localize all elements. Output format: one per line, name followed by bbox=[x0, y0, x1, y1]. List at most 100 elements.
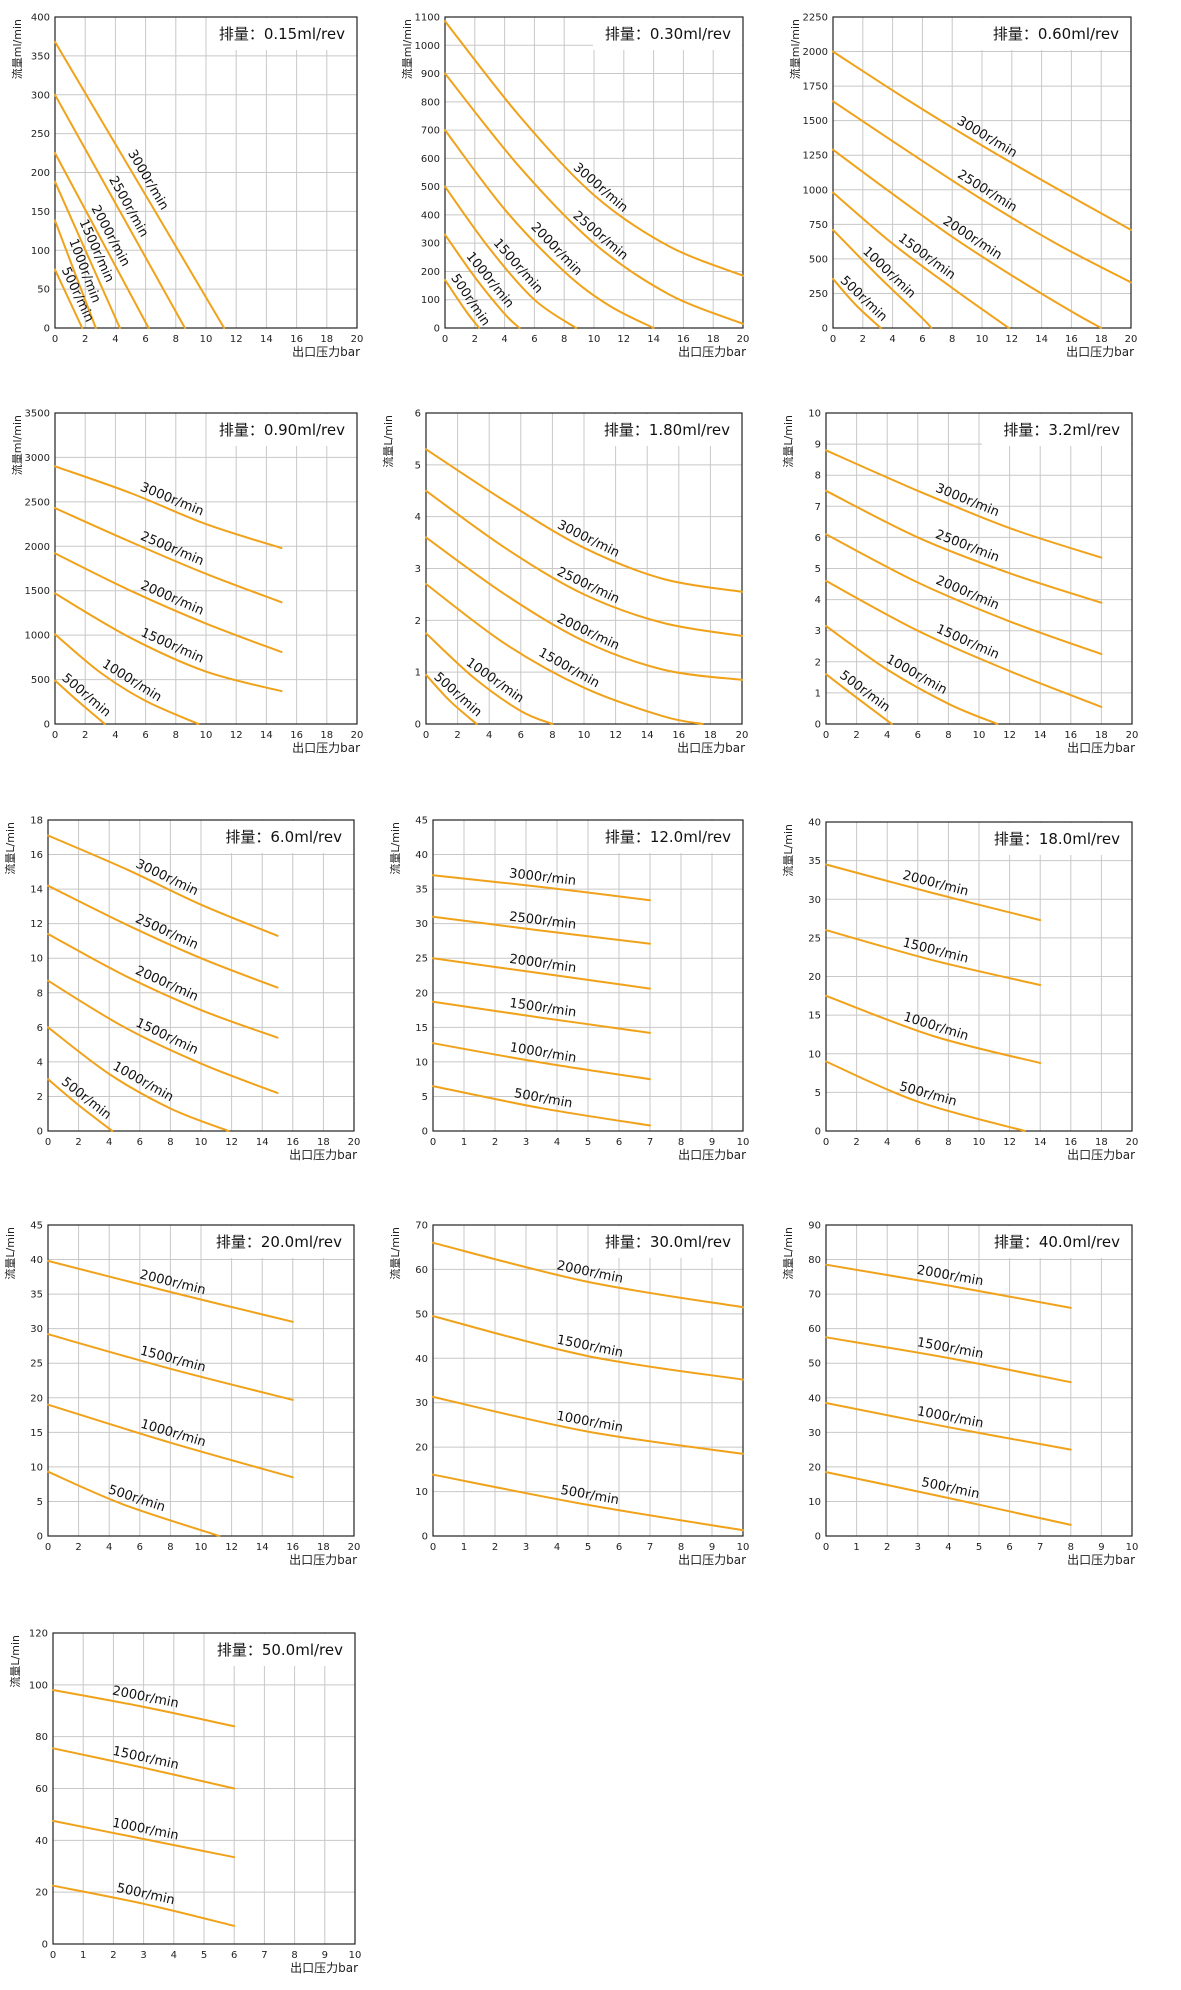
x-tick-label: 3 bbox=[523, 1137, 529, 1148]
x-axis-label: 出口压力bar bbox=[289, 1553, 357, 1567]
y-tick-label: 500 bbox=[809, 254, 828, 265]
x-tick-label: 2 bbox=[82, 334, 88, 345]
series-label: 1500r/min bbox=[901, 935, 970, 966]
x-tick-label: 2 bbox=[110, 1950, 116, 1961]
x-tick-label: 18 bbox=[704, 730, 717, 741]
x-tick-label: 6 bbox=[142, 334, 148, 345]
y-tick-label: 30 bbox=[808, 895, 821, 906]
series-line bbox=[832, 228, 933, 329]
x-tick-label: 3 bbox=[915, 1542, 921, 1553]
y-tick-label: 200 bbox=[31, 168, 50, 179]
y-tick-label: 2000 bbox=[803, 47, 828, 58]
chart-10: 0 2 4 6 8 10 12 14 16 18 20 0 5 10 15 20 25 30 35 40 45 出口压力b… bbox=[3, 1221, 360, 1568]
x-tick-label: 16 bbox=[677, 334, 690, 345]
chart-title: 排量：18.0ml/rev bbox=[994, 830, 1120, 848]
series-line bbox=[432, 1315, 744, 1381]
x-tick-label: 8 bbox=[173, 730, 179, 741]
series-line bbox=[47, 834, 279, 937]
y-tick-label: 40 bbox=[30, 1255, 43, 1266]
series-line bbox=[52, 1747, 236, 1790]
y-axis-label: 流量L/min bbox=[781, 1227, 795, 1280]
series-label: 2000r/min bbox=[508, 952, 577, 976]
series-line bbox=[54, 592, 283, 693]
y-tick-label: 1750 bbox=[803, 82, 828, 93]
x-tick-label: 4 bbox=[884, 730, 890, 741]
y-tick-label: 35 bbox=[415, 885, 428, 896]
y-tick-label: 60 bbox=[415, 1265, 428, 1276]
series-line bbox=[444, 129, 655, 329]
x-tick-label: 10 bbox=[973, 1137, 986, 1148]
x-tick-label: 0 bbox=[423, 730, 429, 741]
x-tick-label: 0 bbox=[50, 1950, 56, 1961]
x-tick-label: 16 bbox=[1064, 730, 1077, 741]
series-line bbox=[425, 448, 743, 593]
series-line bbox=[825, 673, 893, 725]
x-tick-label: 14 bbox=[256, 1542, 269, 1553]
y-tick-label: 30 bbox=[415, 919, 428, 930]
chart-8: 0 1 2 3 4 5 6 7 8 9 10051015202530354045出口压力bar流量L… bbox=[388, 816, 749, 1163]
y-tick-label: 150 bbox=[31, 207, 50, 218]
x-tick-label: 4 bbox=[554, 1542, 560, 1553]
x-tick-label: 6 bbox=[137, 1542, 143, 1553]
x-tick-label: 18 bbox=[320, 334, 333, 345]
series-line bbox=[47, 933, 279, 1039]
series-line bbox=[825, 533, 1103, 655]
x-tick-label: 8 bbox=[949, 334, 955, 345]
y-tick-label: 0 bbox=[42, 1940, 48, 1951]
title-backdrop bbox=[981, 18, 1130, 50]
x-tick-label: 1 bbox=[80, 1950, 86, 1961]
chart-4: 0 2 4 6 8 10 12 14 16 18 20 0 500 1000 1500 2000 2500 300… bbox=[10, 409, 363, 756]
y-tick-label: 0 bbox=[422, 1532, 428, 1543]
title-backdrop bbox=[982, 823, 1131, 855]
x-tick-label: 9 bbox=[709, 1137, 715, 1148]
y-axis-label: 流量ml/min bbox=[400, 19, 414, 79]
series-line bbox=[432, 1473, 744, 1532]
x-tick-label: 10 bbox=[973, 730, 986, 741]
x-tick-label: 10 bbox=[349, 1950, 362, 1961]
y-tick-label: 80 bbox=[808, 1255, 821, 1266]
x-tick-label: 10 bbox=[737, 1137, 750, 1148]
series-line bbox=[54, 219, 97, 329]
chart-13: 0 1 2 3 4 5 6 7 8 9 10020406080100120出口压力bar流量L/mi… bbox=[8, 1629, 361, 1976]
series-line bbox=[832, 100, 1132, 284]
chart-3: 0 2 4 6 8 10 12 14 16 18 20 0 250 500 750 1000 1250 1500 1… bbox=[788, 13, 1137, 360]
x-tick-label: 18 bbox=[317, 1542, 330, 1553]
title-backdrop bbox=[204, 1226, 353, 1258]
x-axis-label: 出口压力bar bbox=[292, 741, 360, 755]
chart-title: 排量：50.0ml/rev bbox=[217, 1641, 343, 1659]
series-line bbox=[444, 185, 578, 329]
y-tick-label: 750 bbox=[809, 220, 828, 231]
series-line bbox=[432, 915, 651, 945]
series-label: 500r/min bbox=[59, 671, 114, 721]
y-tick-label: 4 bbox=[415, 512, 421, 523]
chart-title: 排量：3.2ml/rev bbox=[1003, 421, 1120, 439]
series-line bbox=[832, 277, 882, 329]
y-tick-label: 20 bbox=[415, 1443, 428, 1454]
x-tick-label: 2 bbox=[454, 730, 460, 741]
plot-frame bbox=[52, 1632, 356, 1945]
series-line bbox=[825, 579, 1103, 708]
chart-11: 0 1 2 3 4 5 6 7 8 9 10 0 10 20 30 40 50 60 70 出口压力bar 流量L/mi… bbox=[388, 1221, 749, 1568]
chart-1: 0 2 4 6 8 10 12 14 16 18 2005010015020025030035040… bbox=[10, 13, 363, 360]
series-label: 1000r/min bbox=[139, 1417, 208, 1451]
y-tick-label: 1000 bbox=[415, 41, 440, 52]
y-tick-label: 5 bbox=[815, 564, 821, 575]
series-label: 1000r/min bbox=[110, 1059, 176, 1105]
x-tick-label: 10 bbox=[195, 1542, 208, 1553]
y-tick-label: 2 bbox=[815, 657, 821, 668]
series-line bbox=[444, 278, 481, 329]
y-tick-label: 0 bbox=[415, 720, 421, 731]
y-tick-label: 50 bbox=[415, 1309, 428, 1320]
x-tick-label: 9 bbox=[322, 1950, 328, 1961]
y-tick-label: 800 bbox=[421, 97, 440, 108]
x-tick-label: 8 bbox=[945, 730, 951, 741]
chart-title: 排量：0.15ml/rev bbox=[219, 25, 345, 43]
x-tick-label: 12 bbox=[230, 730, 243, 741]
series-line bbox=[47, 1333, 294, 1401]
y-axis-label: 流量ml/min bbox=[10, 19, 24, 79]
y-axis-label: 流量L/min bbox=[781, 415, 795, 468]
y-tick-label: 2 bbox=[37, 1092, 43, 1103]
y-tick-label: 0 bbox=[434, 324, 440, 335]
x-tick-label: 10 bbox=[588, 334, 601, 345]
y-tick-label: 500 bbox=[31, 675, 50, 686]
